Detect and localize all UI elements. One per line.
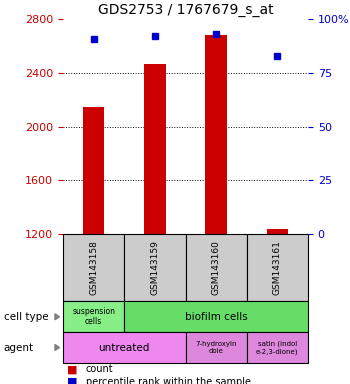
Bar — [267, 229, 288, 234]
Bar — [83, 107, 104, 234]
Text: untreated: untreated — [99, 343, 150, 353]
Text: 7-hydroxyin
dole: 7-hydroxyin dole — [195, 341, 237, 354]
Text: suspension
cells: suspension cells — [72, 307, 115, 326]
Text: biofilm cells: biofilm cells — [185, 312, 247, 322]
Text: ■: ■ — [66, 377, 77, 384]
Text: count: count — [86, 364, 113, 374]
Text: GSM143159: GSM143159 — [150, 240, 159, 295]
Bar — [144, 64, 166, 234]
Text: satin (indol
e-2,3-dione): satin (indol e-2,3-dione) — [256, 341, 299, 354]
Text: ■: ■ — [66, 364, 77, 374]
Text: GSM143161: GSM143161 — [273, 240, 282, 295]
Text: GSM143160: GSM143160 — [212, 240, 220, 295]
Text: cell type: cell type — [4, 312, 48, 322]
Text: GSM143158: GSM143158 — [89, 240, 98, 295]
Text: percentile rank within the sample: percentile rank within the sample — [86, 377, 251, 384]
Title: GDS2753 / 1767679_s_at: GDS2753 / 1767679_s_at — [98, 3, 273, 17]
Bar — [205, 35, 227, 234]
Text: agent: agent — [4, 343, 34, 353]
